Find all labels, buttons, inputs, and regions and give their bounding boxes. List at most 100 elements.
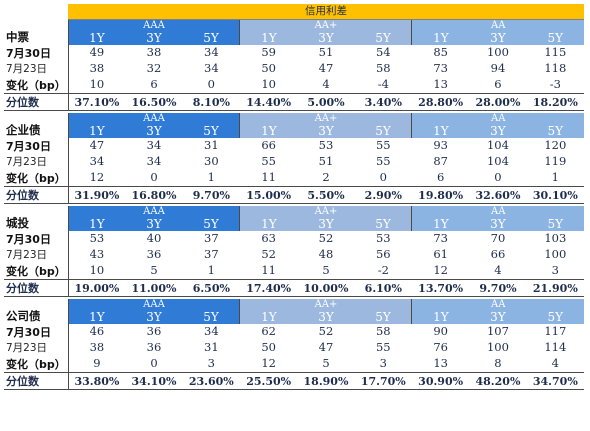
value-cell: 117 — [544, 324, 567, 339]
section-tenor-header-row: 1Y 3Y 5Y 1Y 3Y 5Y 1Y 3Y 5Y — [4, 31, 585, 45]
value-cell: 10 — [261, 77, 276, 92]
section-label: 公司债 — [4, 299, 69, 324]
value-cell: 51 — [318, 154, 334, 169]
value-cell: 34 — [204, 61, 219, 76]
value-cell: 52 — [318, 324, 334, 339]
row-label: 7月23日 — [4, 154, 69, 170]
value-cell: 6 — [150, 77, 158, 92]
tenor-header: 5Y — [354, 217, 412, 231]
value-cell: 18.20% — [526, 93, 585, 111]
section-group-header-row: 企业债 AAA AA+ AA — [4, 113, 585, 138]
value-cell: 48 — [318, 247, 334, 262]
value-cell: 9.70% — [469, 279, 527, 297]
value-cell: 55 — [375, 154, 391, 169]
rating-group-header: AA — [411, 299, 585, 310]
section-tenor-header-row: 1Y 3Y 5Y 1Y 3Y 5Y 1Y 3Y 5Y — [4, 217, 585, 231]
value-cell: 10 — [89, 263, 105, 278]
value-cell: 76 — [433, 340, 448, 355]
tenor-header: 1Y — [68, 217, 126, 231]
value-cell: 3.40% — [354, 93, 412, 111]
percentile-row: 分位数 33.80% 34.10% 23.60% 25.50% 18.90% 17.70% 3… — [4, 372, 585, 390]
value-cell: 40 — [146, 231, 162, 246]
value-cell: 73 — [433, 231, 448, 246]
section-tenor-header-row: 1Y 3Y 5Y 1Y 3Y 5Y 1Y 3Y 5Y — [4, 124, 585, 138]
value-cell: 3 — [551, 263, 559, 278]
rating-group-header: AA — [411, 113, 585, 124]
percentile-row: 分位数 19.00% 11.00% 6.50% 17.40% 10.00% 6.10% 13.… — [4, 279, 585, 297]
rating-group-header: AA+ — [239, 113, 412, 124]
value-cell: 9 — [93, 356, 101, 371]
value-cell: 34 — [204, 324, 219, 339]
value-cell: 5.00% — [297, 93, 355, 111]
value-cell: 37 — [204, 231, 219, 246]
value-cell: 94 — [490, 61, 506, 76]
value-cell: 9.70% — [182, 186, 240, 204]
value-cell: 10.00% — [297, 279, 355, 297]
value-cell: 100 — [486, 340, 509, 355]
value-cell: 0 — [150, 170, 158, 185]
value-cell: 12 — [89, 170, 105, 185]
tenor-header: 3Y — [469, 31, 527, 45]
value-cell: 13.70% — [411, 279, 470, 297]
row-label: 分位数 — [4, 279, 69, 297]
value-cell: 32 — [146, 61, 162, 76]
value-cell: 6 — [494, 77, 502, 92]
tenor-header: 5Y — [526, 217, 585, 231]
value-cell: 53 — [89, 231, 105, 246]
tenor-header: 3Y — [297, 217, 355, 231]
value-cell: 36 — [146, 324, 162, 339]
section-label: 企业债 — [4, 113, 69, 138]
row-label: 分位数 — [4, 93, 69, 111]
tenor-header: 5Y — [526, 310, 585, 324]
tenor-header: 1Y — [239, 31, 298, 45]
rating-group-header: AAA — [68, 19, 240, 31]
value-cell: -3 — [549, 77, 561, 92]
value-cell: 37 — [204, 247, 219, 262]
value-cell: 0 — [494, 170, 502, 185]
value-cell: 28.80% — [411, 93, 470, 111]
value-cell: 34 — [89, 154, 105, 169]
value-cell: 47 — [318, 340, 334, 355]
rating-group-header: AA+ — [239, 299, 412, 310]
value-cell: 46 — [89, 324, 105, 339]
tenor-header: 3Y — [125, 31, 183, 45]
table-row: 7月23日 43 36 37 52 48 56 61 66 100 — [4, 247, 584, 263]
table-row: 7月23日 38 32 34 50 47 58 73 94 118 — [4, 61, 584, 77]
section-tenor-header-row: 1Y 3Y 5Y 1Y 3Y 5Y 1Y 3Y 5Y — [4, 310, 585, 324]
value-cell: 63 — [261, 231, 276, 246]
value-cell: 104 — [486, 138, 509, 153]
value-cell: 11 — [261, 170, 276, 185]
value-cell: 2.90% — [354, 186, 412, 204]
tenor-header: 3Y — [297, 31, 355, 45]
value-cell: 5.50% — [297, 186, 355, 204]
row-label: 7月23日 — [4, 340, 69, 356]
value-cell: 12 — [261, 356, 276, 371]
value-cell: 55 — [375, 340, 391, 355]
section-group-header-row: 公司债 AAA AA+ AA — [4, 299, 585, 324]
value-cell: -4 — [377, 77, 389, 92]
value-cell: 52 — [261, 247, 276, 262]
value-cell: 8 — [494, 356, 502, 371]
row-label: 7月30日 — [4, 231, 69, 247]
value-cell: 36 — [146, 247, 162, 262]
value-cell: 0 — [150, 356, 158, 371]
value-cell: 30.10% — [526, 186, 585, 204]
table-row: 7月30日 47 34 31 66 53 55 93 104 120 — [4, 138, 584, 154]
value-cell: 1 — [207, 170, 215, 185]
table-title: 信用利差 — [68, 4, 585, 20]
rating-group-header: AAA — [68, 206, 240, 217]
value-cell: 0 — [207, 77, 215, 92]
value-cell: 54 — [375, 45, 391, 60]
tenor-header: 3Y — [469, 124, 527, 138]
value-cell: 0 — [379, 170, 387, 185]
tenor-header: 1Y — [239, 124, 298, 138]
value-cell: 6.50% — [182, 279, 240, 297]
value-cell: 66 — [490, 247, 506, 262]
tenor-header: 1Y — [239, 217, 298, 231]
row-label: 分位数 — [4, 186, 69, 204]
value-cell: 5 — [150, 263, 158, 278]
value-cell: 90 — [433, 324, 448, 339]
value-cell: 62 — [261, 324, 276, 339]
value-cell: 114 — [544, 340, 567, 355]
title-row: 信用利差 — [4, 4, 585, 20]
